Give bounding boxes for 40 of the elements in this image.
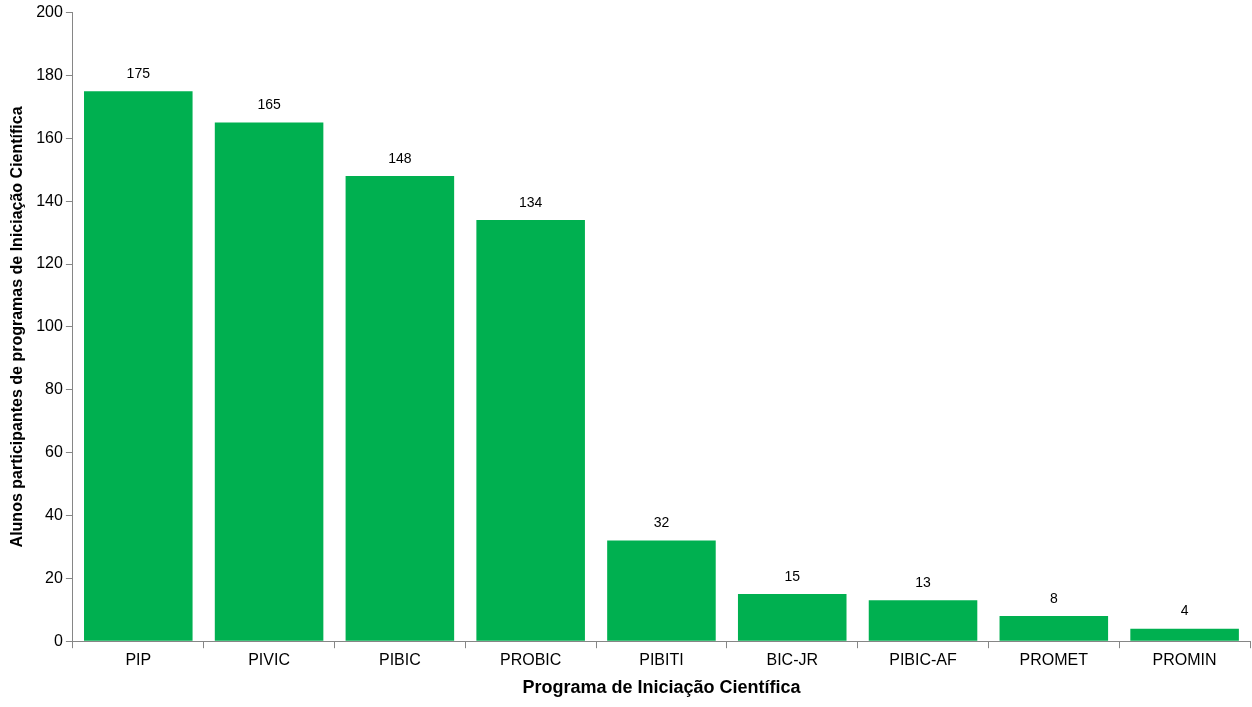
bar — [214, 122, 324, 641]
data-label: 175 — [126, 65, 151, 82]
y-axis-title: Alunos participantes de programas de Iniciação Científica — [8, 106, 26, 548]
data-label: 32 — [653, 514, 670, 531]
bar — [868, 600, 978, 641]
data-label: 134 — [518, 193, 543, 210]
data-label: 148 — [388, 149, 412, 166]
bar — [345, 176, 455, 641]
bar — [84, 91, 193, 641]
x-tick-label: PIBIC — [378, 651, 421, 669]
x-tick-label: PIBITI — [639, 651, 684, 669]
x-axis-title: Programa de Iniciação Científica — [522, 677, 802, 698]
data-label: 13 — [915, 574, 932, 591]
x-tick-label: PROBIC — [499, 651, 562, 669]
data-label: 4 — [1180, 602, 1189, 619]
y-tick-label: 20 — [45, 568, 63, 586]
y-tick-label: 0 — [53, 631, 63, 649]
y-tick-label: 200 — [36, 3, 63, 21]
data-label: 15 — [784, 567, 801, 584]
bar — [999, 616, 1109, 641]
y-tick-label: 160 — [36, 128, 63, 146]
y-tick-label: 120 — [36, 254, 63, 272]
data-label: 8 — [1049, 589, 1058, 606]
y-tick-label: 100 — [36, 317, 63, 335]
x-tick-label: PIP — [125, 651, 152, 669]
data-label: 165 — [257, 96, 281, 113]
y-tick-label: 140 — [36, 191, 63, 209]
bar — [1130, 628, 1239, 641]
y-tick-label: 180 — [36, 65, 63, 83]
y-tick-label: 80 — [45, 380, 63, 398]
bar — [737, 594, 847, 641]
y-tick-label: 40 — [45, 505, 63, 523]
x-tick-label: BIC-JR — [766, 651, 819, 669]
bar — [476, 220, 585, 641]
x-tick-label: PROMIN — [1152, 651, 1217, 669]
x-tick-label: PIBIC-AF — [889, 651, 958, 669]
bar — [607, 540, 716, 641]
y-tick-label: 60 — [45, 443, 63, 461]
x-tick-label: PIVIC — [248, 651, 290, 669]
x-tick-label: PROMET — [1019, 651, 1089, 669]
